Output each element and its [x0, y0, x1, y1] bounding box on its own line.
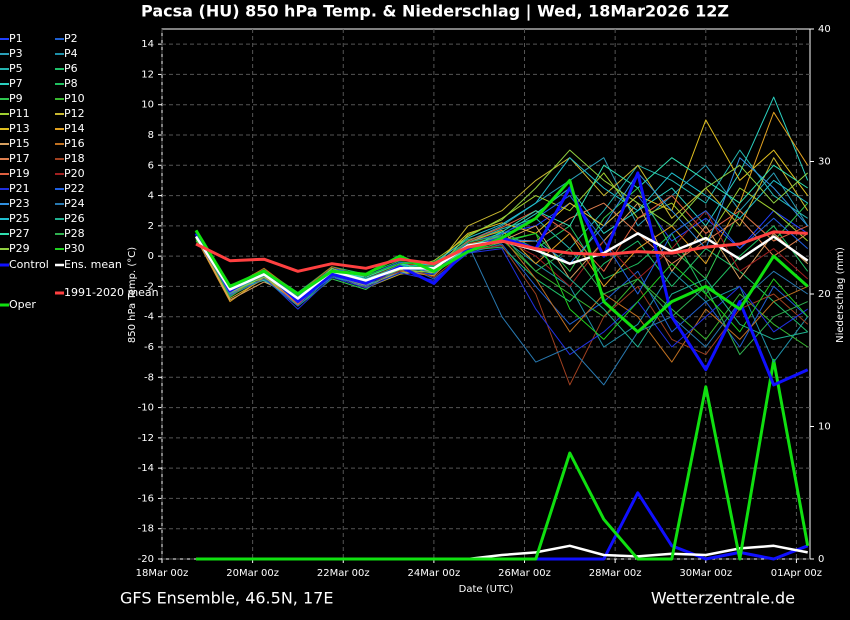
y-tick-label: -2 — [144, 281, 154, 292]
highlight-line — [194, 178, 809, 334]
member-line — [195, 195, 808, 306]
x-tick-label: 22Mar 00z — [317, 568, 370, 579]
legend-label: P14 — [64, 122, 85, 135]
legend-label: P26 — [64, 212, 85, 225]
y2-tick-label: 20 — [818, 289, 831, 300]
x-tick-label: 01Apr 00z — [771, 568, 822, 579]
source: Wetterzentrale.de — [651, 589, 795, 608]
y-tick-label: 4 — [148, 191, 154, 202]
legend-label: P25 — [9, 212, 30, 225]
member-line — [195, 234, 808, 386]
legend-label: P16 — [64, 137, 85, 150]
plot-area — [161, 28, 811, 560]
y2-tick-label: 0 — [818, 554, 824, 565]
y2-tick-label: 10 — [818, 422, 831, 433]
legend-label: P1 — [9, 32, 23, 45]
y-tick-label: -18 — [138, 524, 154, 535]
legend-label: P21 — [9, 182, 30, 195]
x-axis-label: Date (UTC) — [459, 584, 514, 595]
y2-tick-label: 40 — [818, 24, 831, 35]
y-axis-label: 850 hPa Temp. (°C) — [127, 247, 138, 343]
legend-label: P27 — [9, 227, 30, 240]
legend-label: P10 — [64, 92, 85, 105]
legend-label: P11 — [9, 107, 30, 120]
legend-label: P4 — [64, 47, 78, 60]
legend-label: P13 — [9, 122, 30, 135]
x-tick-label: 18Mar 00z — [136, 568, 189, 579]
y-tick-label: -4 — [144, 312, 154, 323]
highlight-line — [195, 230, 808, 273]
legend-label: Control — [9, 258, 49, 271]
legend-label: P18 — [64, 152, 85, 165]
y-tick-label: -14 — [138, 463, 154, 474]
y2-axis-label: Niederschlag (mm) — [835, 247, 846, 343]
legend-label: P22 — [64, 182, 85, 195]
y-tick-label: 14 — [141, 39, 154, 50]
y-tick-label: -10 — [138, 403, 154, 414]
chart-title: Pacsa (HU) 850 hPa Temp. & Niederschlag … — [141, 2, 729, 22]
legend-label: P23 — [9, 197, 30, 210]
legend-label: P8 — [64, 77, 78, 90]
y-tick-label: 0 — [148, 251, 154, 262]
x-tick-label: 20Mar 00z — [226, 568, 279, 579]
legend-label: P17 — [9, 152, 30, 165]
y-tick-label: -8 — [144, 372, 154, 383]
y-tick-label: 12 — [141, 69, 154, 80]
legend-label: P7 — [9, 77, 23, 90]
y-tick-label: 2 — [148, 221, 154, 232]
subtitle: GFS Ensemble, 46.5N, 17E — [120, 589, 333, 608]
legend-label: P5 — [9, 62, 23, 75]
y2-tick-label: 30 — [818, 157, 831, 168]
y-tick-label: 6 — [148, 160, 154, 171]
y-tick-label: 8 — [148, 130, 154, 141]
member-line — [195, 237, 808, 356]
legend-label: P28 — [64, 227, 85, 240]
y-tick-label: 10 — [141, 100, 154, 111]
legend-label: 1991-2020 mean — [64, 286, 159, 299]
legend-label: P29 — [9, 242, 30, 255]
legend-label: Ens. mean — [64, 258, 122, 271]
y-tick-label: -16 — [138, 493, 154, 504]
legend-label: P6 — [64, 62, 78, 75]
y-tick-label: -6 — [144, 342, 154, 353]
legend-label: P3 — [9, 47, 23, 60]
y-tick-label: -12 — [138, 433, 154, 444]
legend-label: P19 — [9, 167, 30, 180]
legend-label: Oper — [9, 298, 36, 311]
legend-label: P9 — [9, 92, 23, 105]
legend-label: P24 — [64, 197, 85, 210]
legend-label: P12 — [64, 107, 85, 120]
legend-label: P20 — [64, 167, 85, 180]
x-tick-label: 26Mar 00z — [498, 568, 551, 579]
x-tick-label: 24Mar 00z — [408, 568, 461, 579]
x-tick-label: 28Mar 00z — [589, 568, 642, 579]
x-tick-label: 30Mar 00z — [679, 568, 732, 579]
y-tick-label: -20 — [138, 554, 154, 565]
legend-label: P30 — [64, 242, 85, 255]
legend-label: P15 — [9, 137, 30, 150]
precip-line — [196, 358, 810, 561]
legend-label: P2 — [64, 32, 78, 45]
